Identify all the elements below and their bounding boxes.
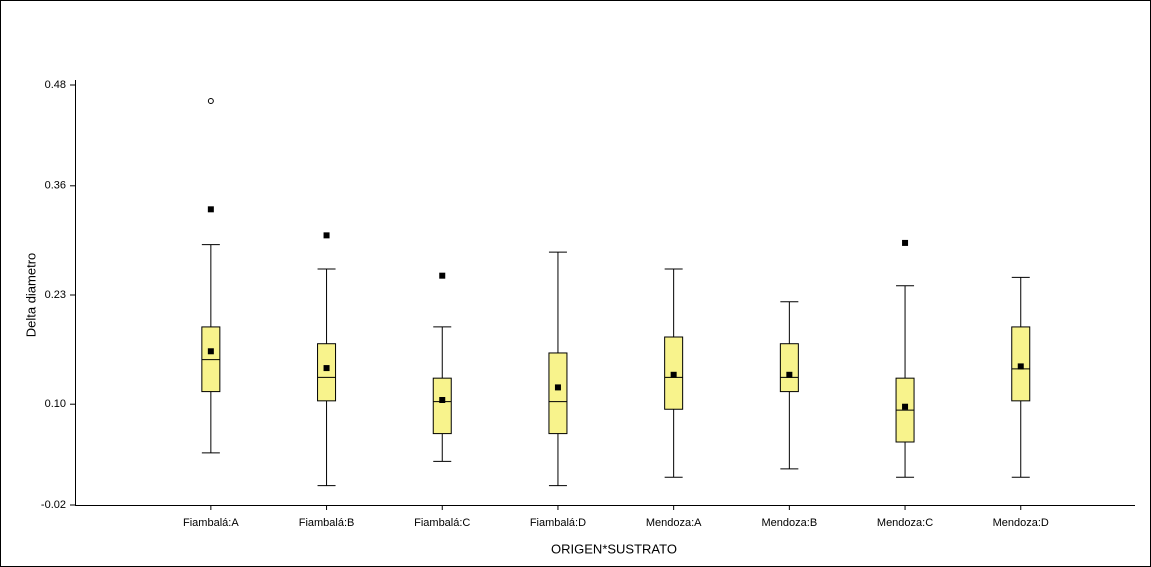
- mean: [902, 403, 909, 410]
- mean: [323, 365, 330, 372]
- outlier: [323, 232, 330, 239]
- x-tick-label: Fiambalá:C: [414, 517, 470, 529]
- x-tick-label: Fiambalá:A: [183, 517, 239, 529]
- x-tick-label: Mendoza:B: [762, 517, 818, 529]
- y-tick-label: 0.23: [45, 289, 66, 301]
- x-tick-label: Mendoza:A: [646, 517, 702, 529]
- y-tick-label: -0.02: [41, 499, 66, 511]
- y-tick-label: 0.10: [45, 398, 66, 410]
- far-outlier: [207, 97, 214, 104]
- x-tick-label: Mendoza:C: [877, 517, 933, 529]
- outlier: [902, 239, 909, 246]
- x-tick-label: Fiambalá:B: [299, 517, 355, 529]
- outlier: [439, 272, 446, 279]
- box: [779, 343, 799, 393]
- mean: [439, 397, 446, 403]
- box: [317, 343, 337, 402]
- mean: [1017, 363, 1024, 370]
- mean: [786, 371, 793, 378]
- x-tick-label: Fiambalá:D: [530, 517, 586, 529]
- mean: [554, 384, 561, 391]
- box: [432, 377, 452, 435]
- y-tick-label: 0.36: [45, 180, 66, 192]
- outlier: [207, 206, 214, 213]
- mean: [670, 371, 677, 378]
- x-tick-label: Mendoza:D: [993, 517, 1049, 529]
- y-tick-label: 0.48: [45, 79, 66, 91]
- x-axis-title: ORIGEN*SUSTRATO: [551, 541, 677, 556]
- mean: [207, 348, 214, 355]
- y-axis-title: Delta diametro: [23, 253, 38, 338]
- box: [548, 352, 568, 435]
